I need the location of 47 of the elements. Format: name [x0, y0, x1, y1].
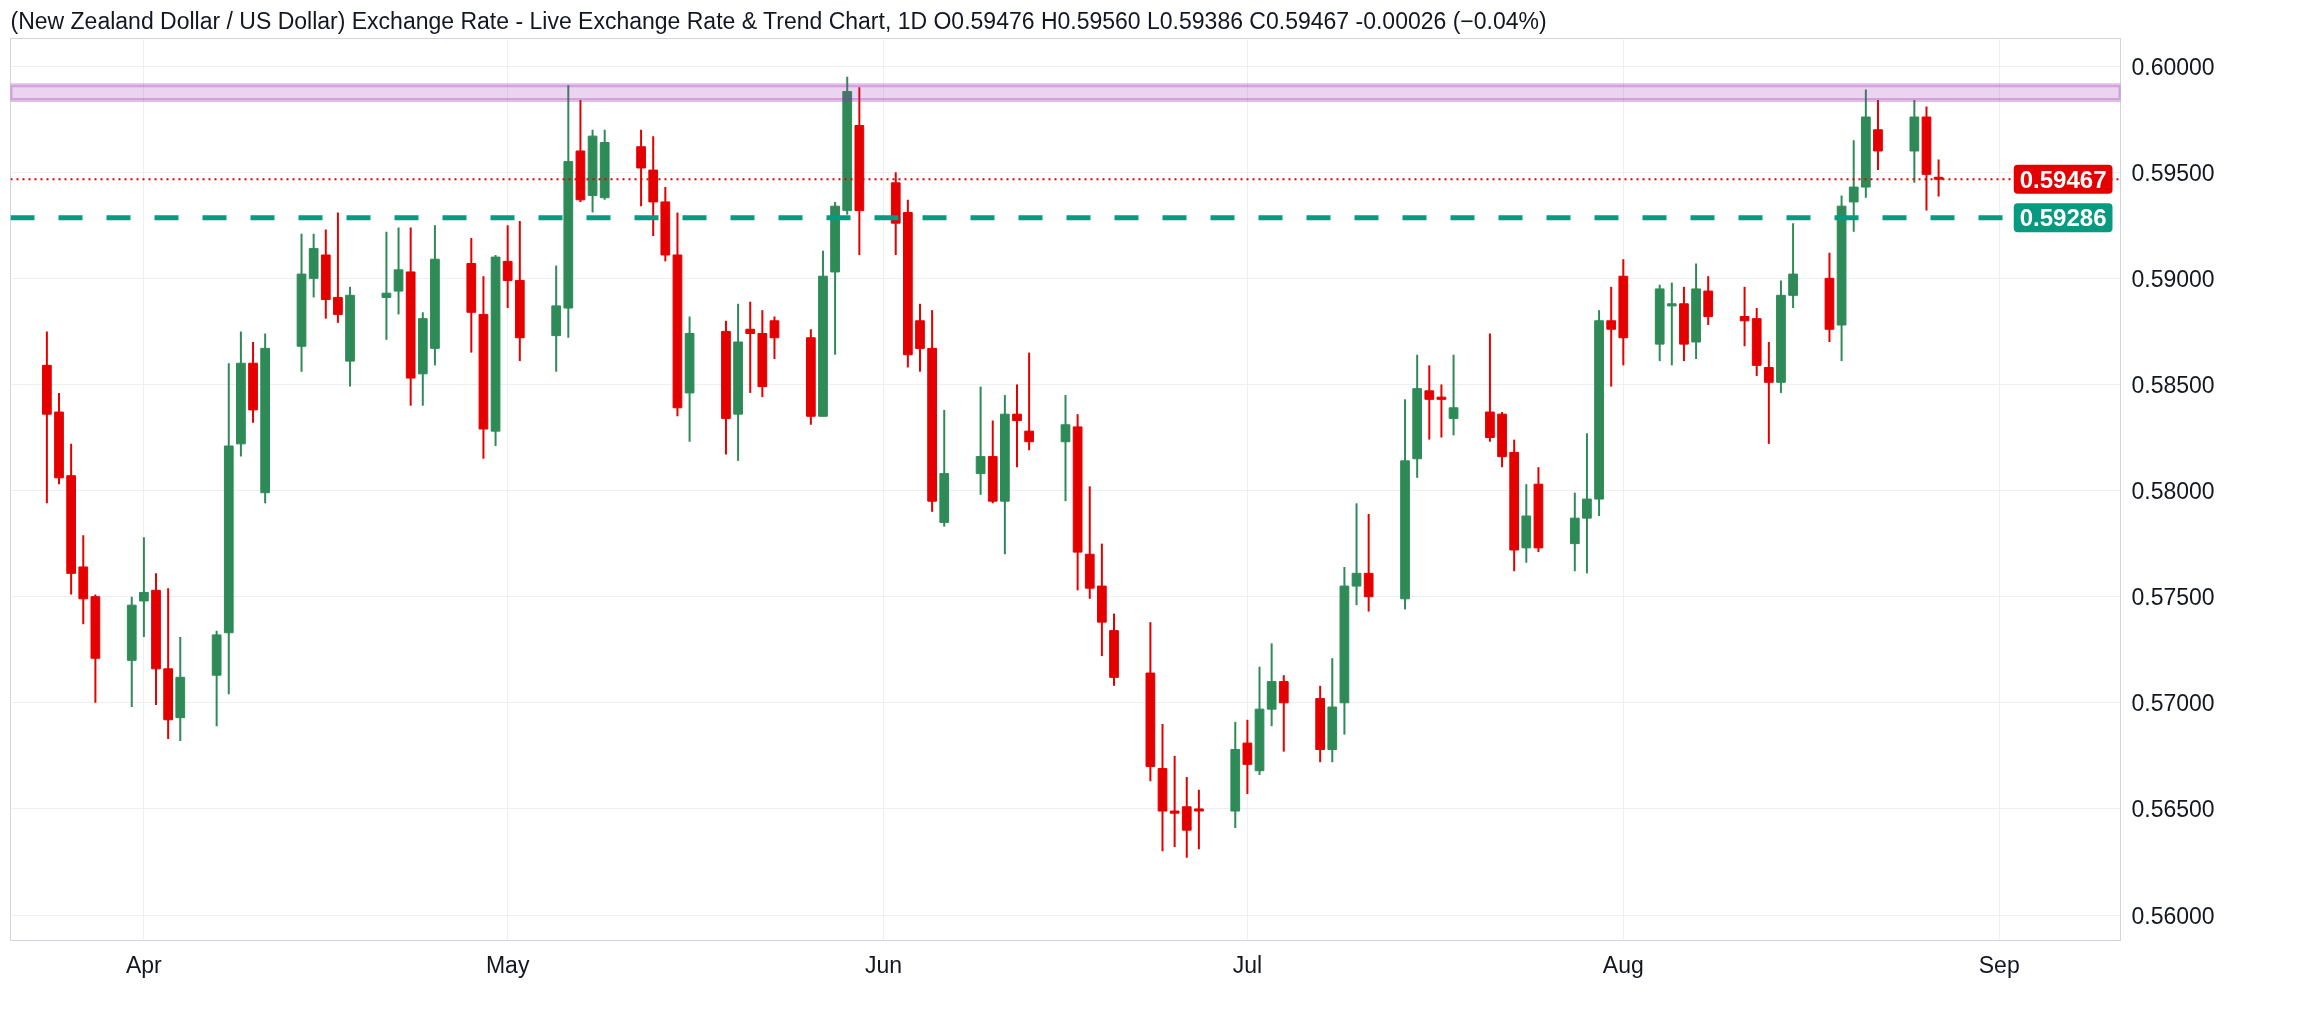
candlestick	[1169, 754, 1180, 849]
x-tick-label: Jul	[1232, 951, 1263, 978]
candlestick	[1582, 432, 1592, 575]
x-tick-label: Jun	[865, 951, 903, 978]
y-tick-label: 0.60000	[2131, 53, 2215, 80]
candlestick	[1606, 285, 1617, 388]
candlestick	[1848, 139, 1859, 233]
candlestick	[1181, 776, 1192, 859]
candlestick	[745, 300, 756, 394]
candlestick	[1242, 718, 1253, 796]
y-tick-label: 0.57000	[2131, 690, 2215, 717]
x-tick-label: May	[485, 951, 530, 978]
candlestick	[769, 315, 780, 360]
candlestick	[139, 536, 149, 638]
candlestick	[1448, 353, 1459, 437]
candlestick	[1278, 674, 1289, 753]
x-tick-label: Apr	[126, 951, 163, 978]
candlestick	[1436, 383, 1447, 439]
candlestick	[1024, 351, 1034, 452]
candlestick	[1060, 394, 1071, 503]
candlestick	[381, 230, 392, 341]
candlestick	[1739, 285, 1750, 348]
candlestick	[393, 226, 404, 316]
candlestick	[1788, 222, 1798, 310]
y-tick-label: 0.57500	[2131, 584, 2215, 611]
candlestick	[975, 385, 986, 496]
x-tick-label: Aug	[1602, 951, 1644, 978]
ref-line-label: 0.59467	[2019, 165, 2107, 193]
candlestick	[1424, 364, 1435, 441]
candlestick	[1666, 281, 1677, 367]
y-tick-label: 0.56500	[2131, 796, 2215, 823]
y-tick-label: 0.58500	[2131, 371, 2215, 398]
y-tick-label: 0.59000	[2131, 265, 2215, 292]
y-tick-label: 0.58000	[2131, 478, 2215, 505]
candlestick	[1351, 502, 1362, 607]
chart-title: (New Zealand Dollar / US Dollar) Exchange Rate - Live Exchange Rate & Trend Chart, 1D O0.59476 H0.59560 L0.59386 C0.59467 -0.00026 (−0.04%)	[10, 7, 1547, 34]
x-tick-label: Sep	[1978, 951, 2020, 978]
y-tick-label: 0.59500	[2131, 159, 2215, 186]
candlestick	[333, 211, 343, 324]
candlestick	[1763, 341, 1774, 445]
candlestick	[1363, 512, 1374, 613]
candlestick	[1194, 788, 1204, 851]
ref-line-label: 0.59286	[2019, 204, 2107, 232]
candlestick	[1873, 99, 1883, 172]
y-tick-label: 0.56000	[2131, 902, 2215, 929]
candlestick	[502, 224, 513, 310]
candlestick	[1012, 383, 1022, 469]
